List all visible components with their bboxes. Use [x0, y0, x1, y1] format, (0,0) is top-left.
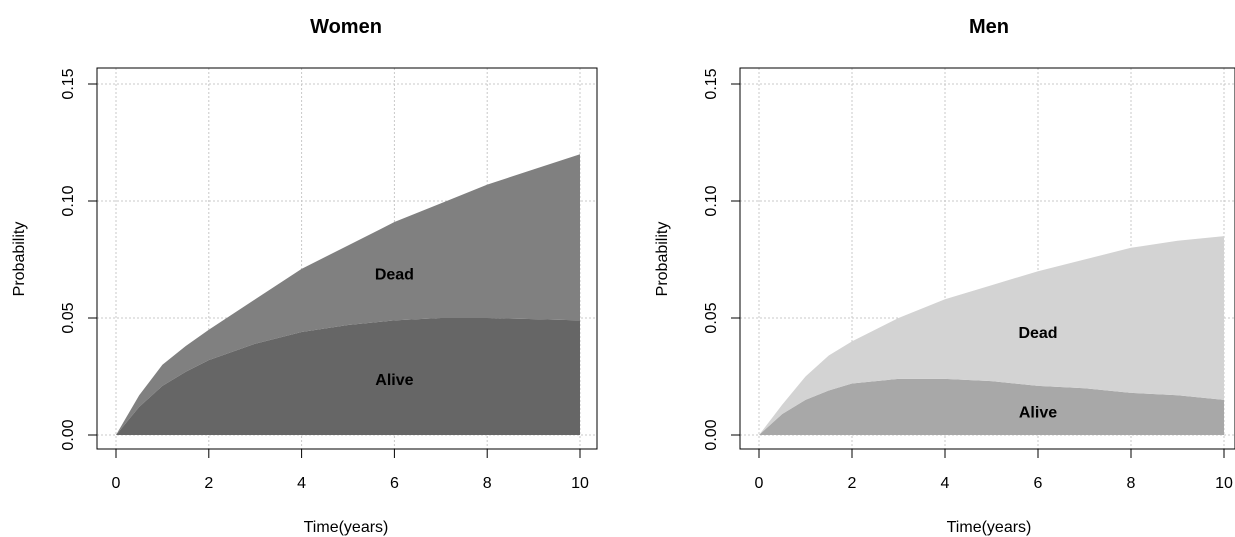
x-tick-label: 0 [755, 475, 764, 492]
x-tick-label: 8 [483, 475, 492, 492]
x-axis-label: Time(years) [947, 519, 1032, 536]
area-dead [116, 154, 580, 435]
y-tick-label: 0.10 [60, 185, 77, 216]
x-tick-label: 6 [390, 475, 399, 492]
x-tick-label: 0 [112, 475, 121, 492]
plot-area: Alive Dead [739, 67, 1235, 450]
chart-title: Women [310, 16, 382, 38]
x-axis-label: Time(years) [304, 519, 389, 536]
panel-women: Women Alive Dead 0 2 4 6 8 10 0.00 0.05 0.10 0.15… [11, 16, 598, 536]
y-axis: 0.00 0.05 0.10 0.15 [60, 68, 98, 451]
y-tick-label: 0.05 [703, 302, 720, 333]
area-alive [116, 318, 580, 435]
plot-area: Alive Dead [96, 67, 598, 450]
x-axis: 0 2 4 6 8 10 [112, 448, 589, 492]
y-tick-label: 0.10 [703, 185, 720, 216]
y-axis-label: Probability [11, 222, 28, 297]
area-alive [759, 378, 1224, 435]
area-label-dead: Dead [1018, 325, 1057, 342]
x-tick-label: 2 [848, 475, 857, 492]
y-tick-label: 0.15 [60, 68, 77, 99]
x-tick-label: 4 [297, 475, 306, 492]
x-tick-label: 10 [1215, 475, 1233, 492]
x-tick-label: 2 [204, 475, 213, 492]
area-dead [759, 236, 1224, 435]
x-tick-label: 6 [1034, 475, 1043, 492]
area-label-dead: Dead [375, 267, 414, 284]
area-label-alive: Alive [375, 372, 413, 389]
chart-title: Men [969, 16, 1009, 38]
x-tick-label: 4 [941, 475, 950, 492]
x-tick-label: 10 [571, 475, 589, 492]
y-tick-label: 0.00 [60, 419, 77, 450]
y-tick-label: 0.00 [703, 419, 720, 450]
area-label-alive: Alive [1019, 405, 1057, 422]
y-axis-label: Probability [654, 222, 671, 297]
y-axis: 0.00 0.05 0.10 0.15 [703, 68, 741, 451]
y-tick-label: 0.15 [703, 68, 720, 99]
x-axis: 0 2 4 6 8 10 [755, 448, 1233, 492]
x-tick-label: 8 [1127, 475, 1136, 492]
panel-men: Men Alive Dead 0 2 4 6 8 10 0.00 0.05 0.10 0.15 T… [654, 16, 1235, 536]
y-tick-label: 0.05 [60, 302, 77, 333]
